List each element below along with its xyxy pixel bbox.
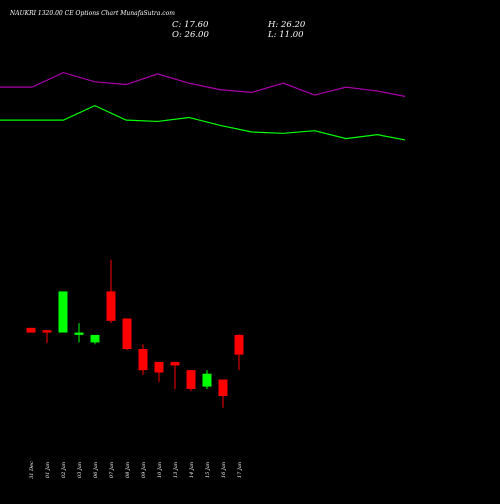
purple-series-line [0, 71, 406, 97]
high-value: H: 26.20 [268, 20, 306, 30]
close-value: C: 17.60 [172, 20, 209, 30]
lines-layer [0, 71, 406, 141]
candle-body [106, 291, 116, 321]
candle-body [122, 318, 132, 349]
open-value: O: 26.00 [172, 30, 209, 40]
x-tick-label: 02 Jan [61, 462, 67, 478]
x-tick-label: 13 Jan [173, 462, 179, 478]
low-value: L: 11.00 [268, 30, 304, 40]
x-tick-label: 07 Jan [109, 462, 115, 478]
x-tick-label: 17 Jan [237, 462, 243, 478]
green-series-line [0, 104, 406, 141]
candle-body [74, 332, 84, 335]
candle-body [138, 349, 148, 371]
date-labels-layer: 31 Dec 01 Jan 02 Jan 03 Jan 06 Jan 07 Jan 08 J… [29, 461, 243, 479]
candle-body [234, 334, 244, 355]
x-tick-label: 09 Jan [141, 462, 147, 478]
candle-body [26, 327, 36, 333]
candle-body [154, 361, 164, 373]
x-tick-label: 14 Jan [189, 462, 195, 478]
candle-body [58, 291, 68, 333]
x-tick-label: 06 Jan [93, 462, 99, 478]
x-tick-label: 08 Jan [125, 462, 131, 478]
x-tick-label: 10 Jan [157, 462, 163, 478]
candle-body [170, 361, 180, 366]
x-tick-label: 16 Jan [221, 462, 227, 478]
candle-body [218, 379, 228, 396]
candle-body [186, 370, 196, 389]
candle-body [202, 373, 212, 387]
candle-body [90, 334, 100, 343]
x-tick-label: 03 Jan [77, 462, 83, 478]
candles-layer [26, 259, 244, 408]
x-tick-label: 15 Jan [205, 462, 211, 478]
chart-title: NAUKRI 1320.00 CE Options Chart MunafaSu… [10, 10, 175, 17]
x-tick-label: 01 Jan [45, 462, 51, 478]
x-tick-label: 31 Dec [29, 461, 35, 479]
candle-body [42, 330, 52, 333]
